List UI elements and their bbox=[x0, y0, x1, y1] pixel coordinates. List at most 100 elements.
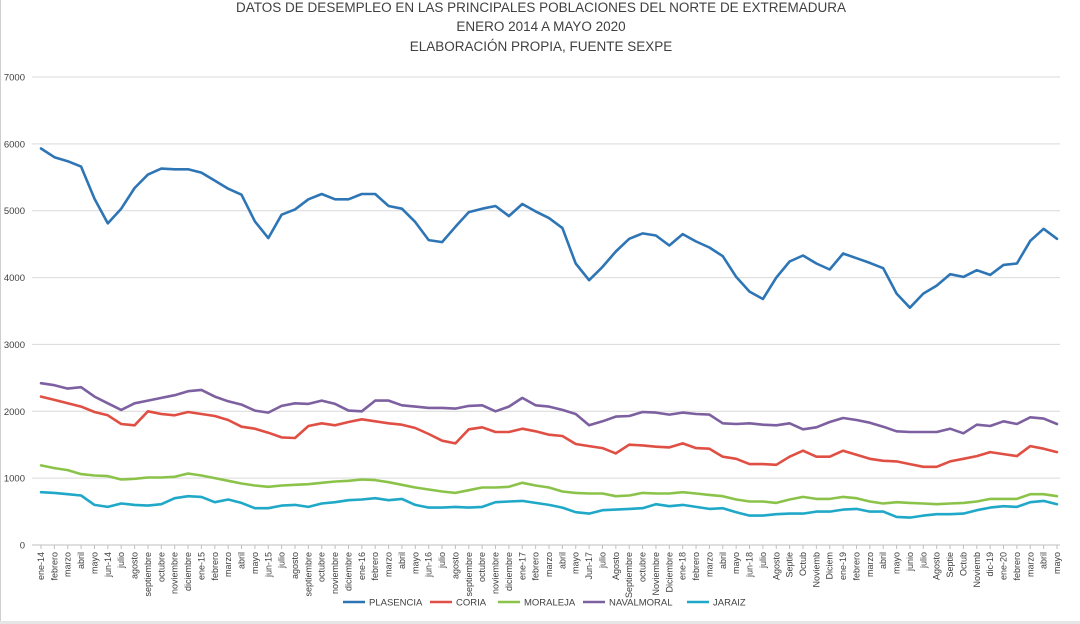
window-left-edge bbox=[0, 0, 1, 624]
x-tick-label: jun-14 bbox=[103, 552, 113, 578]
x-tick-label: marzo bbox=[704, 552, 714, 577]
x-tick-label: ene-17 bbox=[517, 552, 527, 580]
x-tick-label: marzo bbox=[384, 552, 394, 577]
x-tick-label: Noviemb bbox=[811, 552, 821, 588]
x-tick-label: septiembre bbox=[303, 552, 313, 597]
x-tick-label: Jun-17 bbox=[584, 552, 594, 580]
chart-subtitle-period: ENERO 2014 A MAYO 2020 bbox=[456, 19, 625, 34]
x-tick-label: Agosto bbox=[771, 552, 781, 580]
x-tick-label: mayo bbox=[731, 552, 741, 574]
x-tick-label: Octub bbox=[958, 552, 968, 576]
x-tick-label: octubre bbox=[156, 552, 166, 582]
series-line-moraleja bbox=[39, 464, 1059, 506]
x-tick-label: Agosto bbox=[611, 552, 621, 580]
sheet-tab-strip bbox=[0, 621, 1080, 624]
x-tick-label: julio bbox=[597, 552, 607, 569]
x-tick-label: ene-14 bbox=[36, 552, 46, 580]
y-tick-label: 2000 bbox=[4, 407, 25, 418]
x-tick-label: dic-19 bbox=[985, 552, 995, 577]
x-tick-label: julio bbox=[918, 552, 928, 569]
y-tick-label: 0 bbox=[20, 541, 25, 552]
x-tick-label: febrero bbox=[1012, 552, 1022, 581]
x-tick-label: julio bbox=[277, 552, 287, 569]
x-tick-label: febrero bbox=[851, 552, 861, 581]
x-tick-label: abril bbox=[557, 552, 567, 569]
x-tick-label: jun-16 bbox=[424, 552, 434, 578]
series-line-jaraiz bbox=[39, 490, 1059, 519]
x-tick-label: Noviemb bbox=[972, 552, 982, 588]
x-tick-label: ene-16 bbox=[357, 552, 367, 580]
legend-label-moraleja: MORALEJA bbox=[524, 598, 576, 609]
x-tick-label: abril bbox=[718, 552, 728, 569]
x-tick-label: diciembre bbox=[183, 552, 193, 591]
x-tick-label: Septie bbox=[785, 552, 795, 578]
x-tick-label: febrero bbox=[691, 552, 701, 581]
x-tick-label: octubre bbox=[477, 552, 487, 582]
chart-subtitle-source: ELABORACIÓN PROPIA, FUENTE SEXPE bbox=[410, 39, 673, 54]
x-tick-label: ene-20 bbox=[999, 552, 1009, 580]
x-tick-label: junio bbox=[905, 552, 915, 572]
x-tick-label: julio bbox=[437, 552, 447, 569]
x-tick-label: mayo bbox=[89, 552, 99, 574]
y-tick-label: 3000 bbox=[4, 340, 25, 351]
legend-label-plasencia: PLASENCIA bbox=[369, 598, 423, 609]
x-tick-label: febrero bbox=[49, 552, 59, 581]
legend-label-jaraiz: JARAIZ bbox=[713, 598, 746, 609]
y-tick-label: 4000 bbox=[4, 273, 25, 284]
x-tick-label: Agosto bbox=[932, 552, 942, 580]
x-tick-label: mayo bbox=[410, 552, 420, 574]
x-tick-label: marzo bbox=[223, 552, 233, 577]
x-tick-label: abril bbox=[397, 552, 407, 569]
x-tick-label: septiembre bbox=[464, 552, 474, 597]
x-tick-label: agosto bbox=[290, 552, 300, 579]
x-tick-label: Noviembre bbox=[651, 552, 661, 596]
series-line-plasencia bbox=[39, 147, 1059, 310]
x-tick-label: noviembre bbox=[330, 552, 340, 594]
y-tick-label: 5000 bbox=[4, 206, 25, 217]
x-tick-label: julio bbox=[758, 552, 768, 569]
x-tick-label: agosto bbox=[450, 552, 460, 579]
x-tick-label: abril bbox=[237, 552, 247, 569]
legend: PLASENCIA CORIA MORALEJA NAVALMORAL JARAIZ bbox=[343, 598, 746, 609]
x-tick-label: Octub bbox=[798, 552, 808, 576]
x-tick-label: ene-15 bbox=[196, 552, 206, 580]
x-tick-label: marzo bbox=[865, 552, 875, 577]
y-axis-ticks: 0 1000 2000 3000 4000 5000 6000 7000 bbox=[4, 73, 25, 552]
x-tick-label: febrero bbox=[531, 552, 541, 581]
x-tick-label: mayo bbox=[1052, 552, 1062, 574]
x-tick-label: abril bbox=[1039, 552, 1049, 569]
series-lines bbox=[39, 147, 1059, 519]
x-tick-label: julio bbox=[116, 552, 126, 569]
x-tick-label: septiembre bbox=[143, 552, 153, 597]
x-tick-label: diciembre bbox=[504, 552, 514, 591]
legend-label-coria: CORIA bbox=[456, 598, 487, 609]
x-tick-label: octubre bbox=[317, 552, 327, 582]
x-tick-label: abril bbox=[878, 552, 888, 569]
x-tick-label: febrero bbox=[370, 552, 380, 581]
x-tick-label: ene-18 bbox=[678, 552, 688, 580]
y-tick-label: 7000 bbox=[4, 73, 25, 84]
x-tick-label: noviembre bbox=[170, 552, 180, 594]
x-tick-label: mayo bbox=[250, 552, 260, 574]
series-line-coria bbox=[39, 395, 1059, 469]
x-tick-label: noviembre bbox=[491, 552, 501, 594]
x-axis-ticks: ene-14 febrero marzo abril mayo jun-14 julio ag… bbox=[36, 545, 1062, 598]
x-tick-label: agosto bbox=[130, 552, 140, 579]
y-tick-label: 1000 bbox=[4, 474, 25, 485]
x-tick-label: ene-19 bbox=[838, 552, 848, 580]
x-tick-label: mayo bbox=[571, 552, 581, 574]
x-tick-label: Diciem bbox=[825, 552, 835, 580]
x-tick-label: marzo bbox=[63, 552, 73, 577]
x-tick-label: diciembre bbox=[343, 552, 353, 591]
x-tick-label: abril bbox=[76, 552, 86, 569]
x-tick-label: jun-18 bbox=[745, 552, 755, 578]
chart-title: DATOS DE DESEMPLEO EN LAS PRINCIPALES PO… bbox=[236, 0, 846, 15]
x-tick-label: marzo bbox=[544, 552, 554, 577]
x-tick-label: Septiembre bbox=[624, 552, 634, 598]
x-tick-label: marzo bbox=[1025, 552, 1035, 577]
series-line-navalmoral bbox=[39, 381, 1059, 435]
legend-label-navalmoral: NAVALMORAL bbox=[609, 598, 673, 609]
x-tick-label: Diciembre bbox=[664, 552, 674, 593]
y-tick-label: 6000 bbox=[4, 139, 25, 150]
